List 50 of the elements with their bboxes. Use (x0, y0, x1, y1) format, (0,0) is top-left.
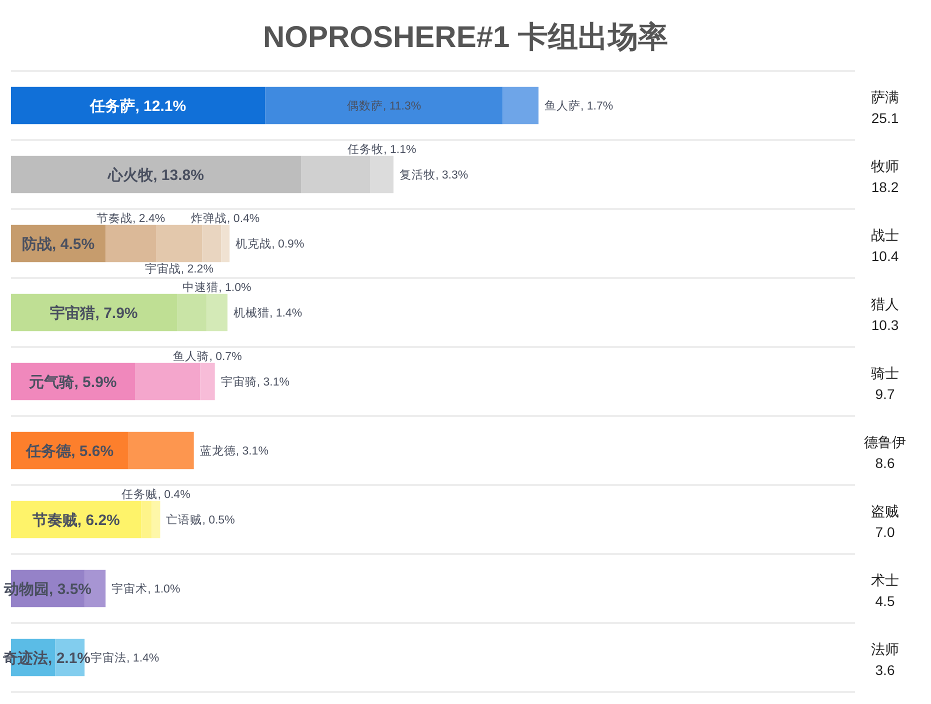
data-label: 中速猎, 1.0% (182, 280, 252, 294)
data-label: 节奏战, 2.4% (96, 212, 166, 225)
y-tick-label: 牧师 18.2 (871, 158, 899, 195)
data-label: 宇宙战, 2.2% (144, 262, 214, 276)
y-tick-label: 骑士 9.7 (871, 364, 899, 402)
data-label: 防战, 4.5% (22, 236, 95, 253)
bar (502, 86, 538, 124)
data-label: 任务萨, 12.1% (89, 98, 186, 115)
data-label: 节奏贼, 6.2% (31, 512, 120, 529)
data-label: 机克战, 0.9% (236, 238, 304, 251)
data-label: 机械猎, 1.4% (233, 306, 302, 320)
data-label: 蓝龙德, 3.1% (200, 444, 268, 458)
bar (177, 294, 206, 332)
bar (11, 294, 178, 332)
data-label: 任务德, 5.6% (25, 442, 114, 460)
bar (152, 500, 160, 538)
data-label: 鱼人萨, 1.7% (544, 100, 614, 113)
bar (206, 294, 228, 332)
data-label: 宇宙猎, 7.9% (50, 304, 138, 322)
y-tick-label: 猎人 10.3 (871, 296, 899, 333)
data-label: 任务牧, 1.1% (346, 142, 416, 156)
bar (265, 86, 503, 124)
y-tick-label: 战士 10.4 (871, 226, 899, 264)
data-label: 偶数萨, 11.3% (346, 100, 422, 113)
bar (141, 500, 152, 538)
data-label: 宇宙法, 1.4% (90, 650, 160, 665)
bar (200, 362, 215, 400)
chart-title: NOPROSHERE#1 卡组出场率 (262, 20, 668, 54)
data-label: 任务贼, 0.4% (120, 488, 190, 501)
bar (128, 432, 194, 470)
bar (106, 224, 156, 262)
bar (11, 86, 266, 124)
y-tick-label: 德鲁伊 8.6 (864, 434, 906, 471)
data-label: 元气骑, 5.9% (28, 374, 117, 391)
bar (11, 156, 302, 194)
data-label: 炸弹战, 0.4% (191, 212, 260, 225)
y-tick-label: 萨满 25.1 (871, 88, 899, 126)
y-tick-label: 术士 4.5 (871, 572, 899, 609)
bar (134, 362, 200, 400)
bar (202, 224, 222, 262)
bar (221, 224, 230, 262)
y-tick-label: 法师 3.6 (871, 640, 899, 678)
bar (156, 224, 202, 262)
data-label: 心火牧, 13.8% (107, 166, 204, 184)
data-label: 鱼人骑, 0.7% (173, 350, 242, 363)
data-label: 宇宙骑, 3.1% (220, 374, 290, 389)
data-label: 亡语贼, 0.5% (166, 512, 235, 527)
data-label: 复活牧, 3.3% (399, 168, 468, 182)
y-tick-label: 盗贼 7.0 (871, 502, 899, 540)
data-label: 宇宙术, 1.0% (112, 582, 180, 596)
